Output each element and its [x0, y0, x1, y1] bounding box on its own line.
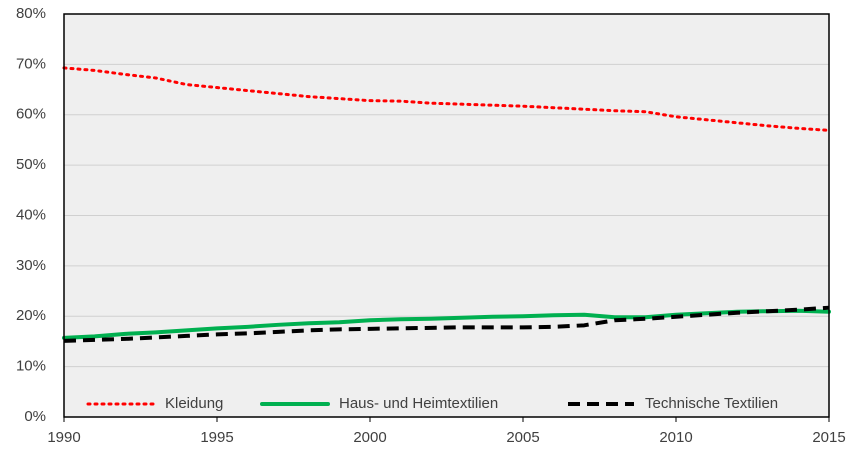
y-tick-label: 20% — [16, 307, 46, 324]
x-tick-label: 2010 — [659, 429, 692, 446]
x-tick-label: 2015 — [812, 429, 845, 446]
x-tick-label: 1990 — [47, 429, 80, 446]
y-tick-label: 80% — [16, 5, 46, 22]
y-tick-label: 30% — [16, 257, 46, 274]
y-tick-label: 70% — [16, 55, 46, 72]
x-tick-label: 2005 — [506, 429, 539, 446]
series-line — [62, 66, 831, 132]
x-tick-label: 1995 — [200, 429, 233, 446]
x-tick-label: 2000 — [353, 429, 386, 446]
legend-label: Kleidung — [165, 395, 223, 412]
series-line — [63, 305, 830, 343]
legend-label: Technische Textilien — [645, 395, 778, 412]
y-tick-label: 50% — [16, 156, 46, 173]
y-tick-label: 10% — [16, 358, 46, 375]
y-tick-label: 40% — [16, 206, 46, 223]
y-tick-label: 60% — [16, 106, 46, 123]
y-tick-label: 0% — [24, 408, 46, 425]
legend-label: Haus- und Heimtextilien — [339, 395, 498, 412]
plot-border — [63, 13, 830, 418]
